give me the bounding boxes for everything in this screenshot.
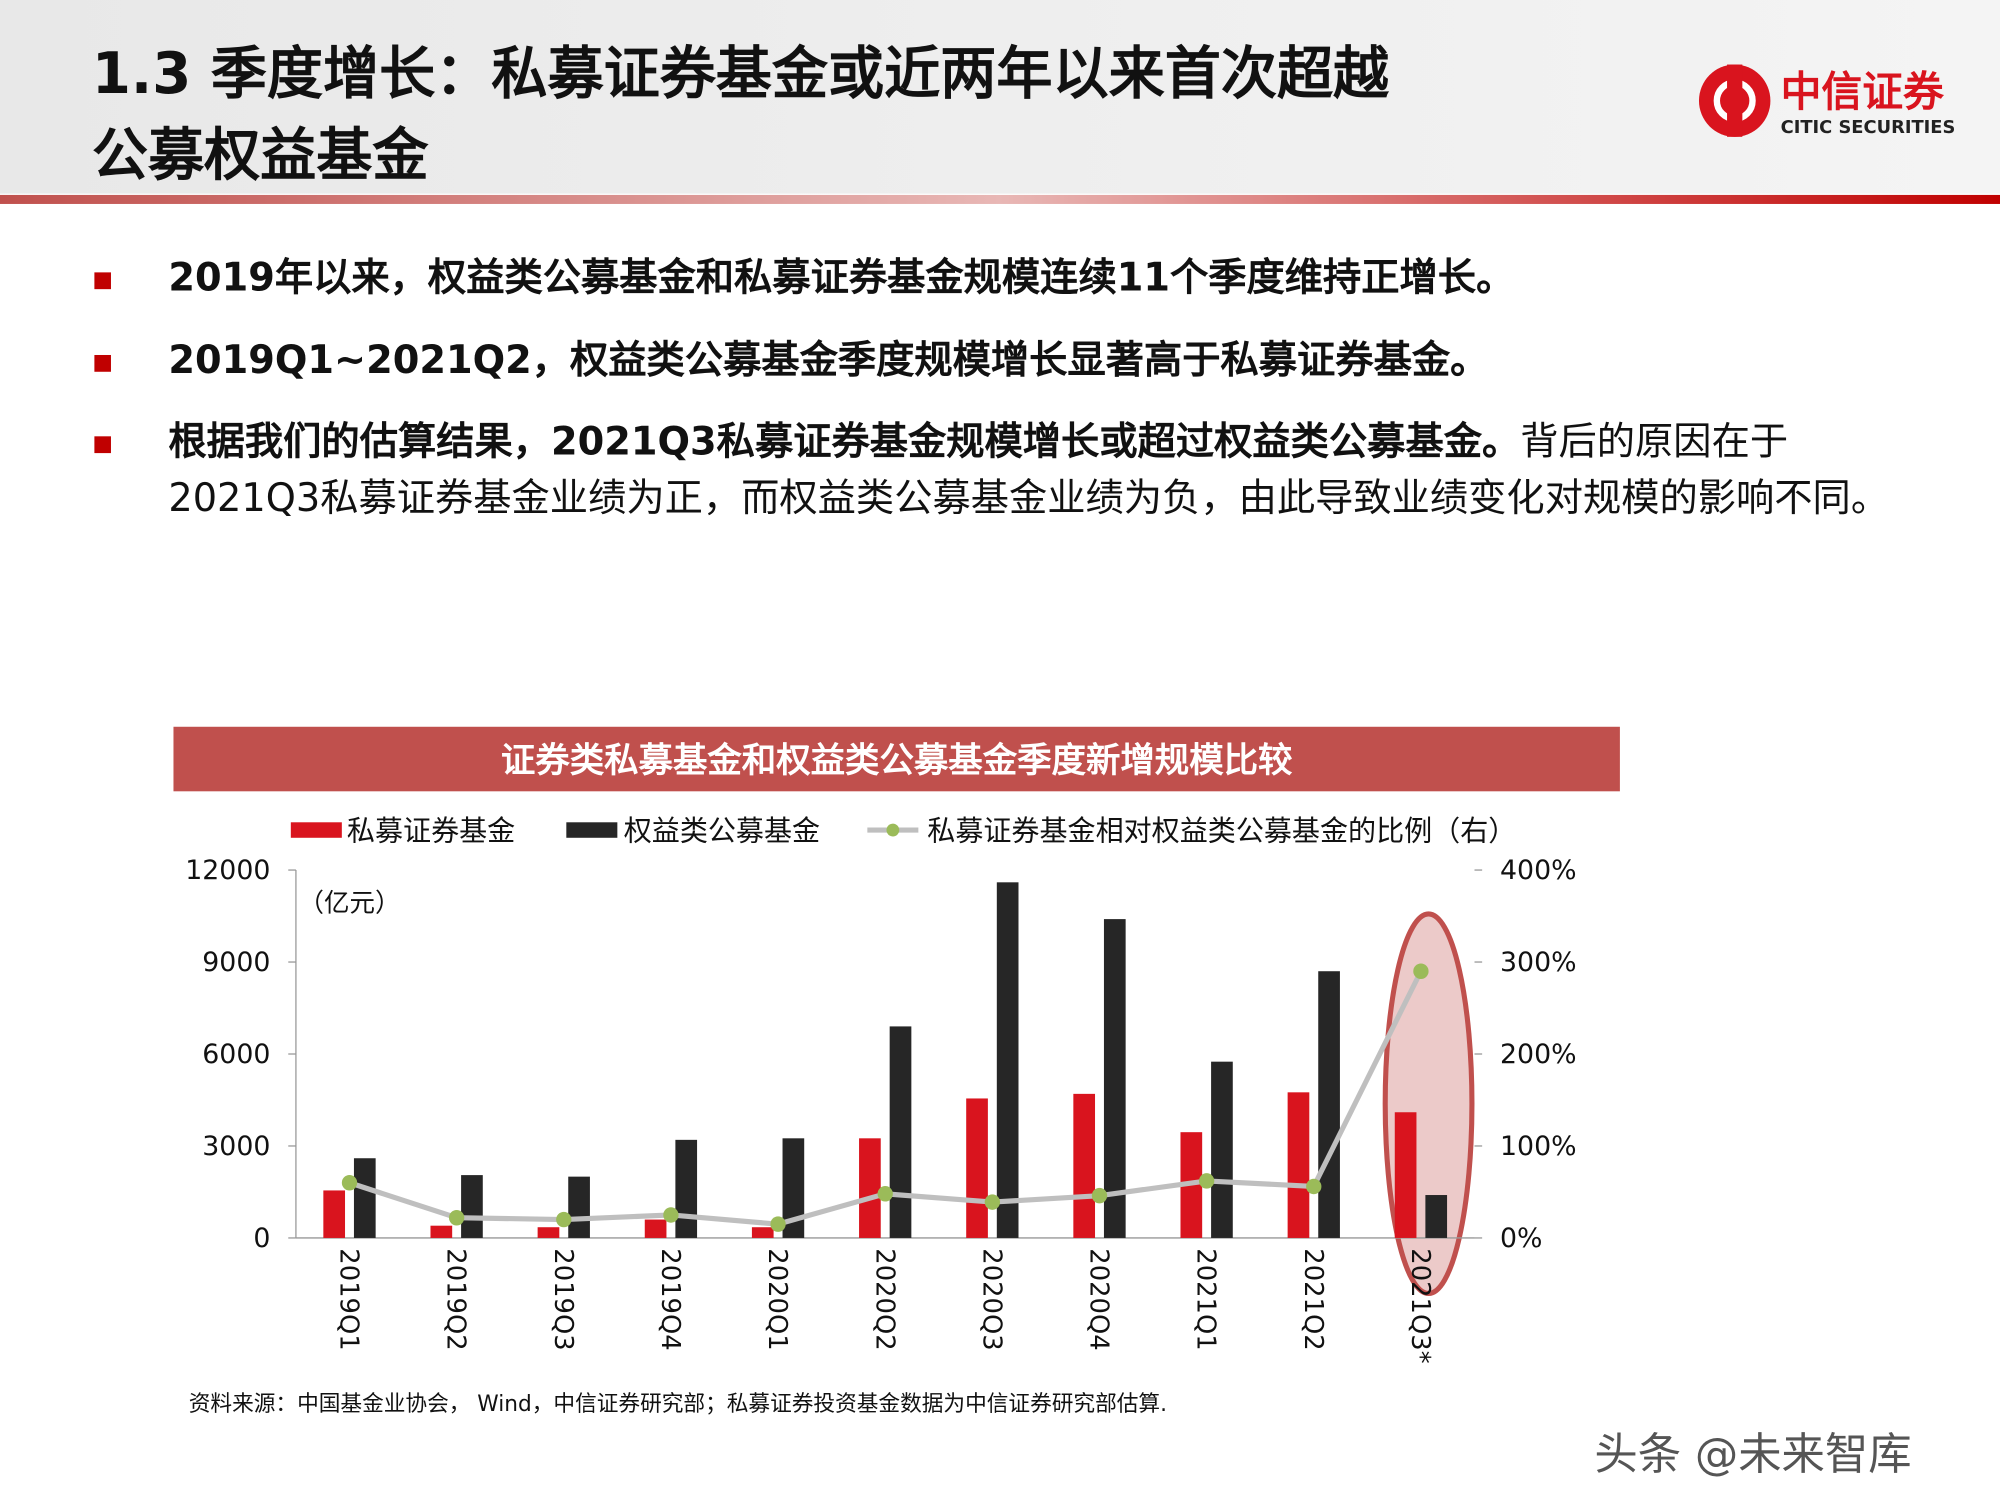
header-bg (0, 0, 2000, 194)
x-tick-label: 2020Q4 (1084, 1248, 1114, 1350)
logo: 中信证券 CITIC SECURITIES (1698, 64, 1956, 138)
x-tick-label: 2019Q4 (655, 1248, 685, 1350)
y2-tick-label: 0% (1500, 1223, 1542, 1254)
x-tick-label: 2020Q1 (762, 1248, 792, 1350)
chart-title-band (173, 726, 1620, 792)
x-tick-label: 2021Q3* (1405, 1248, 1435, 1363)
y2-tick-label: 300% (1500, 947, 1577, 978)
legend-swatch (290, 822, 342, 838)
y-tick-label: 9000 (202, 947, 270, 978)
legend-label: 私募证券基金 (347, 814, 515, 847)
bar (859, 1138, 881, 1238)
y-tick-label: 3000 (202, 1131, 270, 1162)
bar (1103, 919, 1126, 1238)
title-line: 1.3 季度增长：私募证券基金或近两年以来首次超越 (92, 42, 1390, 107)
y2-tick-label: 400% (1500, 855, 1577, 886)
bullet-text: 背后的原因在于2021Q3私募证券基金业绩为正，而权益类公募基金业绩为负，由此导… (168, 419, 1890, 522)
bullet-icon (94, 354, 111, 372)
bar (644, 1219, 667, 1238)
line-point (341, 1175, 358, 1191)
line-point (770, 1216, 786, 1232)
y2-tick-label: 100% (1500, 1131, 1577, 1162)
bar (1394, 1112, 1417, 1238)
bar (353, 1158, 376, 1238)
x-tick-label: 2019Q1 (334, 1248, 364, 1350)
bullet-icon (94, 272, 111, 290)
bar (751, 1227, 774, 1238)
line-point (663, 1207, 679, 1223)
source: 资料来源：中国基金业协会， Wind，中信证券研究部；私募证券投资基金数据为中信… (189, 1392, 1167, 1417)
x-tick-label: 2021Q1 (1191, 1248, 1221, 1350)
legend-swatch (886, 823, 900, 837)
unit-label: （亿元） (298, 888, 400, 918)
legend-label: 私募证券基金相对权益类公募基金的比例（右） (927, 814, 1516, 847)
bar (782, 1138, 805, 1238)
x-tick-label: 2020Q3 (976, 1248, 1006, 1350)
bar (996, 882, 1019, 1238)
bar (1287, 1092, 1310, 1238)
bar (1318, 971, 1340, 1238)
y-tick-label: 12000 (185, 855, 270, 886)
bullet-text: 2019Q1~2021Q2，权益类公募基金季度规模增长显著高于私募证券基金。 (168, 338, 1489, 384)
x-tick-label: 2021Q2 (1298, 1248, 1328, 1350)
line-point (984, 1194, 1000, 1210)
logo-cn: 中信证券 (1781, 68, 1945, 116)
bar (675, 1139, 698, 1238)
bar (537, 1227, 560, 1238)
bar (966, 1098, 988, 1238)
title-line: 公募权益基金 (92, 123, 429, 188)
line-point (448, 1209, 465, 1226)
bar (889, 1026, 912, 1238)
bullet-text: 根据我们的估算结果，2021Q3私募证券基金规模增长或超过权益类公募基金。 (168, 419, 1521, 465)
line-point (877, 1186, 893, 1202)
x-tick-label: 2020Q2 (869, 1248, 899, 1350)
y-tick-label: 0 (253, 1223, 270, 1254)
bar (461, 1175, 483, 1238)
line-point (1306, 1178, 1322, 1195)
legend-label: 权益类公募基金 (624, 814, 820, 847)
y-tick-label: 6000 (202, 1039, 270, 1070)
bullet-text: 2019年以来，权益类公募基金和私募证券基金规模连续11个季度维持正增长。 (168, 255, 1515, 301)
line-point (1198, 1173, 1215, 1189)
watermark: 头条 @未来智库 (1594, 1430, 1911, 1480)
line-point (1413, 963, 1429, 979)
bar (568, 1176, 590, 1238)
header-rule (0, 194, 2000, 204)
bullet: 2019年以来，权益类公募基金和私募证券基金规模连续11个季度维持正增长。 (168, 250, 1903, 307)
logo-en: CITIC SECURITIES (1781, 117, 1956, 138)
bullet-icon (94, 436, 111, 454)
x-tick-label: 2019Q2 (441, 1248, 471, 1350)
line-point (556, 1211, 572, 1228)
legend-swatch (566, 822, 618, 838)
chart-title: 证券类私募基金和权益类公募基金季度新增规模比较 (501, 741, 1293, 781)
bullet: 根据我们的估算结果，2021Q3私募证券基金规模增长或超过权益类公募基金。背后的… (168, 414, 1903, 528)
bar (1425, 1195, 1448, 1238)
bar (430, 1225, 453, 1238)
bar (1211, 1061, 1233, 1238)
logo-mark (1727, 64, 1743, 137)
bullet: 2019Q1~2021Q2，权益类公募基金季度规模增长显著高于私募证券基金。 (168, 333, 1903, 390)
bar (323, 1190, 346, 1238)
y2-tick-label: 200% (1500, 1039, 1577, 1070)
x-tick-label: 2019Q3 (548, 1248, 578, 1350)
line-point (1091, 1187, 1108, 1204)
bar (1073, 1093, 1096, 1238)
